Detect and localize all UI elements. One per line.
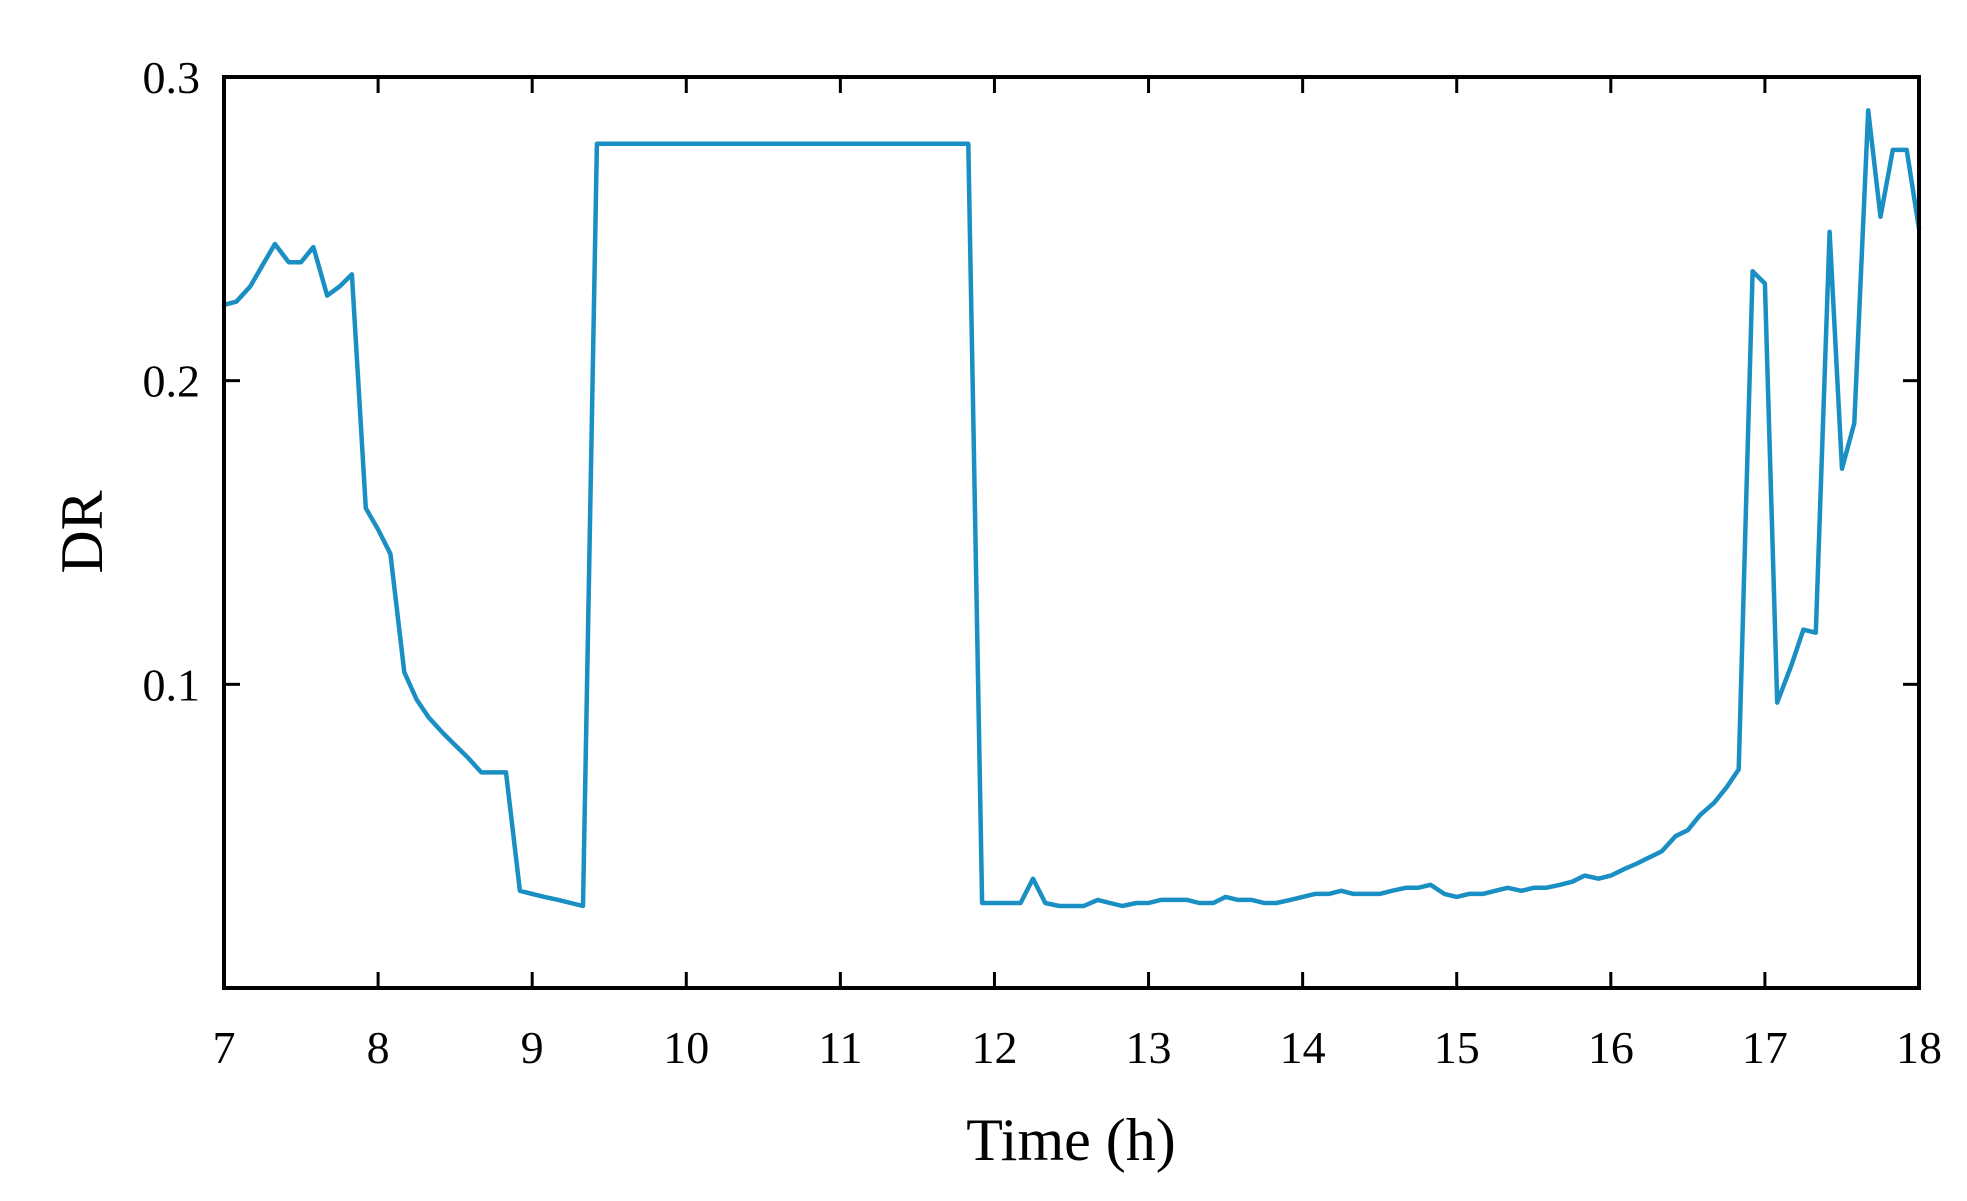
- x-tick-label: 18: [1896, 1022, 1942, 1073]
- x-tick-label: 17: [1742, 1022, 1788, 1073]
- y-tick-marks: [224, 75, 1919, 686]
- y-tick-label: 0.1: [143, 659, 201, 710]
- x-tick-label: 15: [1434, 1022, 1480, 1073]
- x-axis-title: Time (h): [966, 1107, 1175, 1173]
- x-tick-label: 12: [971, 1022, 1017, 1073]
- y-axis-title: DR: [49, 490, 115, 573]
- series-line: [221, 108, 1922, 909]
- plot-frame: [222, 75, 1921, 990]
- x-tick-label: 14: [1280, 1022, 1326, 1073]
- x-tick-label: 13: [1126, 1022, 1172, 1073]
- x-tick-labels: 7 8 9 10 11 12 13 14 15 16 17 18: [213, 1022, 1943, 1073]
- x-tick-label: 7: [213, 1022, 236, 1073]
- x-tick-label: 9: [521, 1022, 544, 1073]
- y-tick-label: 0.3: [143, 52, 201, 103]
- x-tick-label: 10: [663, 1022, 709, 1073]
- x-tick-label: 11: [818, 1022, 862, 1073]
- x-tick-label: 8: [367, 1022, 390, 1073]
- y-tick-labels: 0.1 0.2 0.3: [143, 52, 201, 710]
- y-tick-label: 0.2: [143, 356, 201, 407]
- x-tick-label: 16: [1588, 1022, 1634, 1073]
